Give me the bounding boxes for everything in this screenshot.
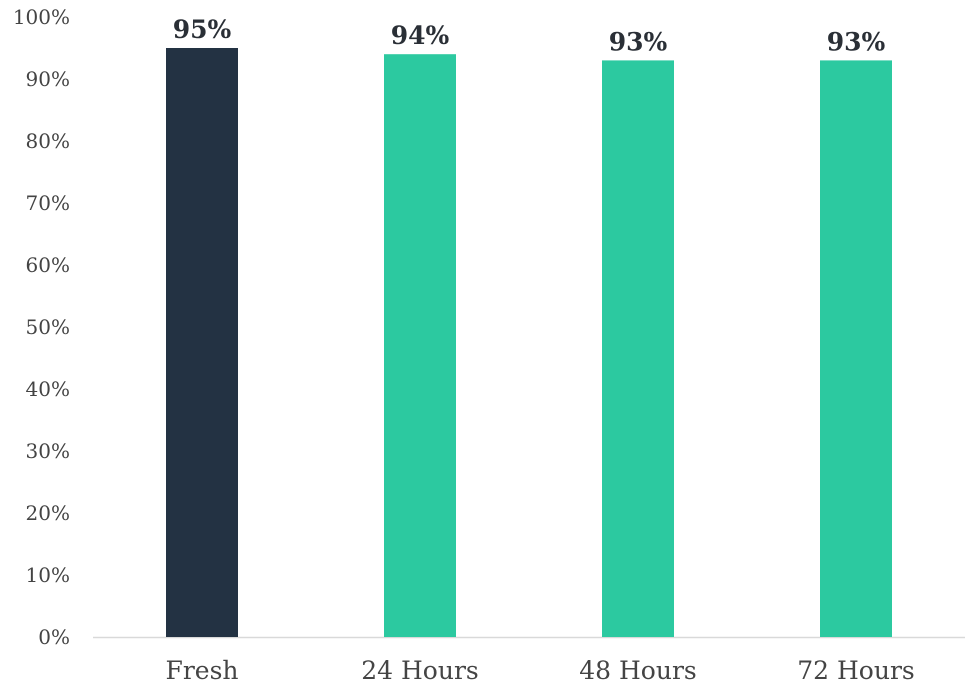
data-label: 93% — [609, 27, 668, 56]
data-label: 94% — [391, 21, 450, 50]
y-tick-label: 50% — [26, 315, 70, 339]
data-label: 95% — [173, 15, 232, 44]
x-category-label: 24 Hours — [361, 656, 479, 685]
y-tick-label: 40% — [26, 377, 70, 401]
y-tick-label: 60% — [26, 253, 70, 277]
y-tick-label: 30% — [26, 439, 70, 463]
y-tick-label: 70% — [26, 191, 70, 215]
bar-48-hours — [602, 60, 674, 637]
bars-group — [166, 48, 892, 637]
y-tick-label: 90% — [26, 67, 70, 91]
data-labels-group: 95% 94% 93% 93% — [173, 15, 886, 56]
y-tick-label: 10% — [26, 563, 70, 587]
y-tick-label: 20% — [26, 501, 70, 525]
x-category-label: 72 Hours — [797, 656, 915, 685]
x-category-label: 48 Hours — [579, 656, 697, 685]
y-axis: 0% 10% 20% 30% 40% 50% 60% 70% 80% 90% 100% — [13, 5, 70, 649]
y-tick-label: 100% — [13, 5, 70, 29]
x-category-label: Fresh — [165, 656, 238, 685]
bar-24-hours — [384, 54, 456, 637]
bar-fresh — [166, 48, 238, 637]
y-tick-label: 80% — [26, 129, 70, 153]
y-tick-label: 0% — [38, 625, 70, 649]
bar-72-hours — [820, 60, 892, 637]
data-label: 93% — [827, 27, 886, 56]
x-axis-labels: Fresh 24 Hours 48 Hours 72 Hours — [165, 656, 914, 685]
